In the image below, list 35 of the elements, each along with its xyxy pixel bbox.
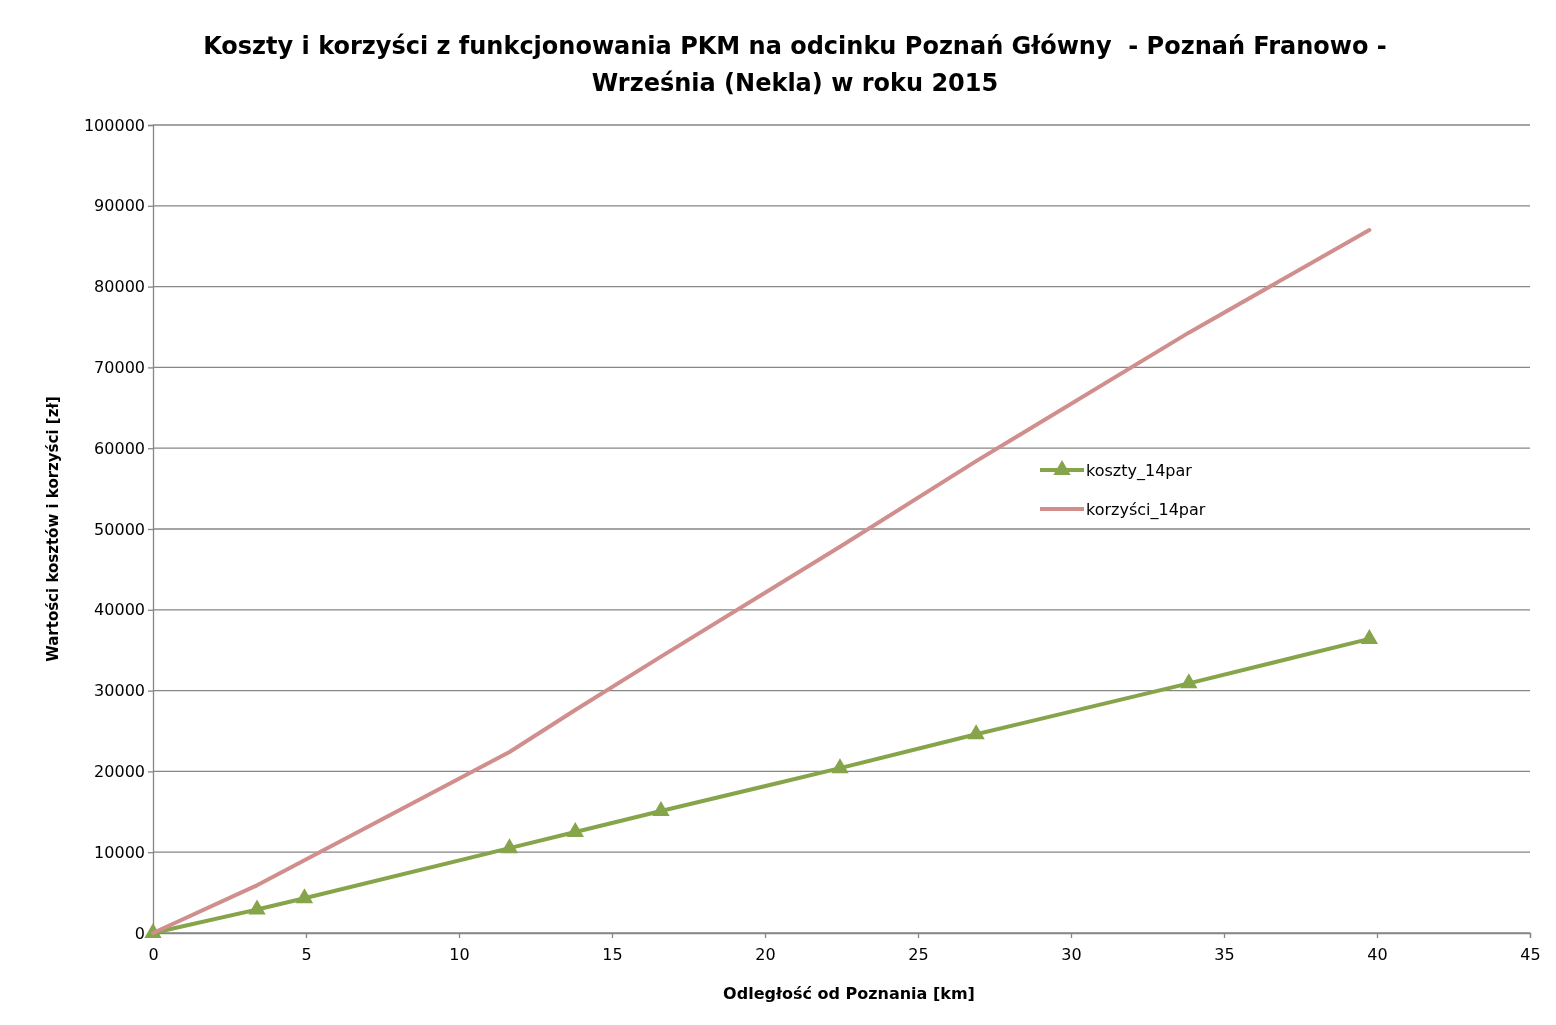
x-axis-title: Odległość od Poznania [km] [723, 984, 975, 1003]
point [500, 838, 519, 854]
x-tick-label: 5 [301, 945, 312, 965]
y-tick-label: 100000 [83, 115, 145, 135]
y-tick-label: 40000 [94, 600, 145, 620]
legend-label: koszty_14par [1086, 460, 1193, 481]
x-tick-label: 35 [1214, 945, 1235, 965]
x-tick-label: 10 [449, 945, 470, 965]
x-tick-label: 40 [1367, 945, 1388, 965]
point [248, 899, 266, 915]
y-tick-label: 90000 [94, 196, 145, 216]
x-tick-label: 45 [1520, 945, 1541, 965]
point [652, 800, 670, 816]
x-tick-label: 30 [1061, 945, 1082, 965]
y-tick-label: 0 [134, 923, 145, 943]
y-tick-label: 20000 [94, 762, 145, 782]
y-tick-label: 30000 [94, 681, 145, 701]
x-tick-label: 25 [908, 945, 929, 965]
y-tick-label: 10000 [94, 842, 145, 862]
point [566, 822, 584, 837]
x-tick-label: 15 [602, 945, 623, 965]
y-tick-label: 50000 [94, 519, 145, 539]
y-tick-label: 60000 [94, 438, 145, 458]
x-tick-label: 0 [148, 945, 159, 965]
point [967, 724, 985, 740]
point [1360, 628, 1379, 644]
x-tick-label: 20 [755, 945, 776, 965]
chart-title: Koszty i korzyści z funkcjonowania PKM na odcinku Poznań Główny - Poznań Franowo - Września (Nekla) w roku 2015 [202, 31, 1388, 99]
point [831, 758, 849, 774]
point [295, 888, 314, 904]
y-tick-label: 70000 [94, 358, 145, 378]
y-axis-title: Wartości kosztów i korzyści [zł] [44, 396, 62, 662]
point [1180, 673, 1198, 689]
y-tick-label: 80000 [94, 277, 145, 297]
legend-label: korzyści_14par [1086, 499, 1206, 520]
